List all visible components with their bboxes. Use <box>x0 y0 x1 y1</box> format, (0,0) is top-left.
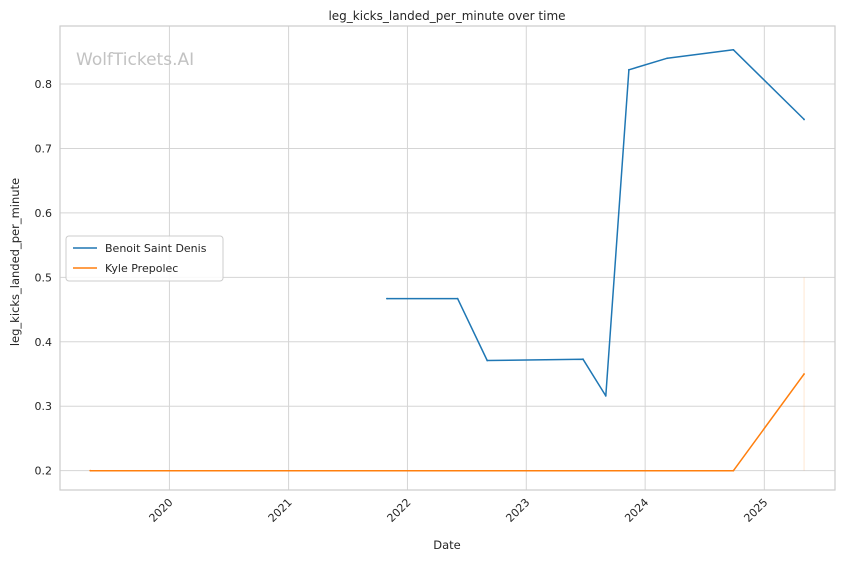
x-axis-ticks: 2020 2021 2022 2023 2024 2025 <box>147 496 771 525</box>
data-point <box>486 359 489 362</box>
x-tick-label: 2024 <box>622 496 651 525</box>
x-tick-label: 2022 <box>385 496 414 525</box>
y-axis-ticks: 0.2 0.3 0.4 0.5 0.6 0.7 0.8 <box>35 78 53 478</box>
data-point <box>89 469 92 472</box>
x-tick-label: 2023 <box>503 496 532 525</box>
plot-frame <box>59 25 836 491</box>
series-1 <box>89 277 805 472</box>
y-tick-label: 0.2 <box>35 465 53 478</box>
chart-title: leg_kicks_landed_per_minute over time <box>328 9 565 23</box>
data-point <box>732 469 735 472</box>
data-point <box>803 373 805 375</box>
y-tick-label: 0.8 <box>35 78 53 91</box>
y-tick-label: 0.6 <box>35 207 53 220</box>
series-line <box>386 49 805 397</box>
x-tick-label: 2025 <box>741 496 770 525</box>
x-tick-label: 2021 <box>266 496 295 525</box>
data-point <box>582 358 584 361</box>
data-point <box>732 48 735 51</box>
legend-label-benoit: Benoit Saint Denis <box>105 242 207 255</box>
y-tick-label: 0.7 <box>35 142 53 155</box>
data-point <box>666 57 669 60</box>
series-layer <box>89 48 805 472</box>
y-tick-label: 0.5 <box>35 271 53 284</box>
data-point <box>803 118 805 121</box>
x-tick-label: 2020 <box>147 496 176 525</box>
watermark-text: WolfTickets.AI <box>76 50 194 70</box>
series-line <box>90 373 805 472</box>
data-point <box>627 68 630 71</box>
y-axis-title: leg_kicks_landed_per_minute <box>8 178 22 346</box>
legend-box <box>65 235 224 282</box>
y-tick-label: 0.3 <box>35 400 53 413</box>
series-0 <box>386 48 805 397</box>
data-point <box>386 297 388 300</box>
data-point <box>456 297 459 300</box>
y-tick-label: 0.4 <box>35 336 53 349</box>
data-point <box>604 395 607 397</box>
x-axis-title: Date <box>433 538 461 552</box>
legend-label-kyle: Kyle Prepolec <box>105 262 178 275</box>
grid <box>60 26 835 490</box>
legend: Benoit Saint Denis Kyle Prepolec <box>65 235 224 282</box>
